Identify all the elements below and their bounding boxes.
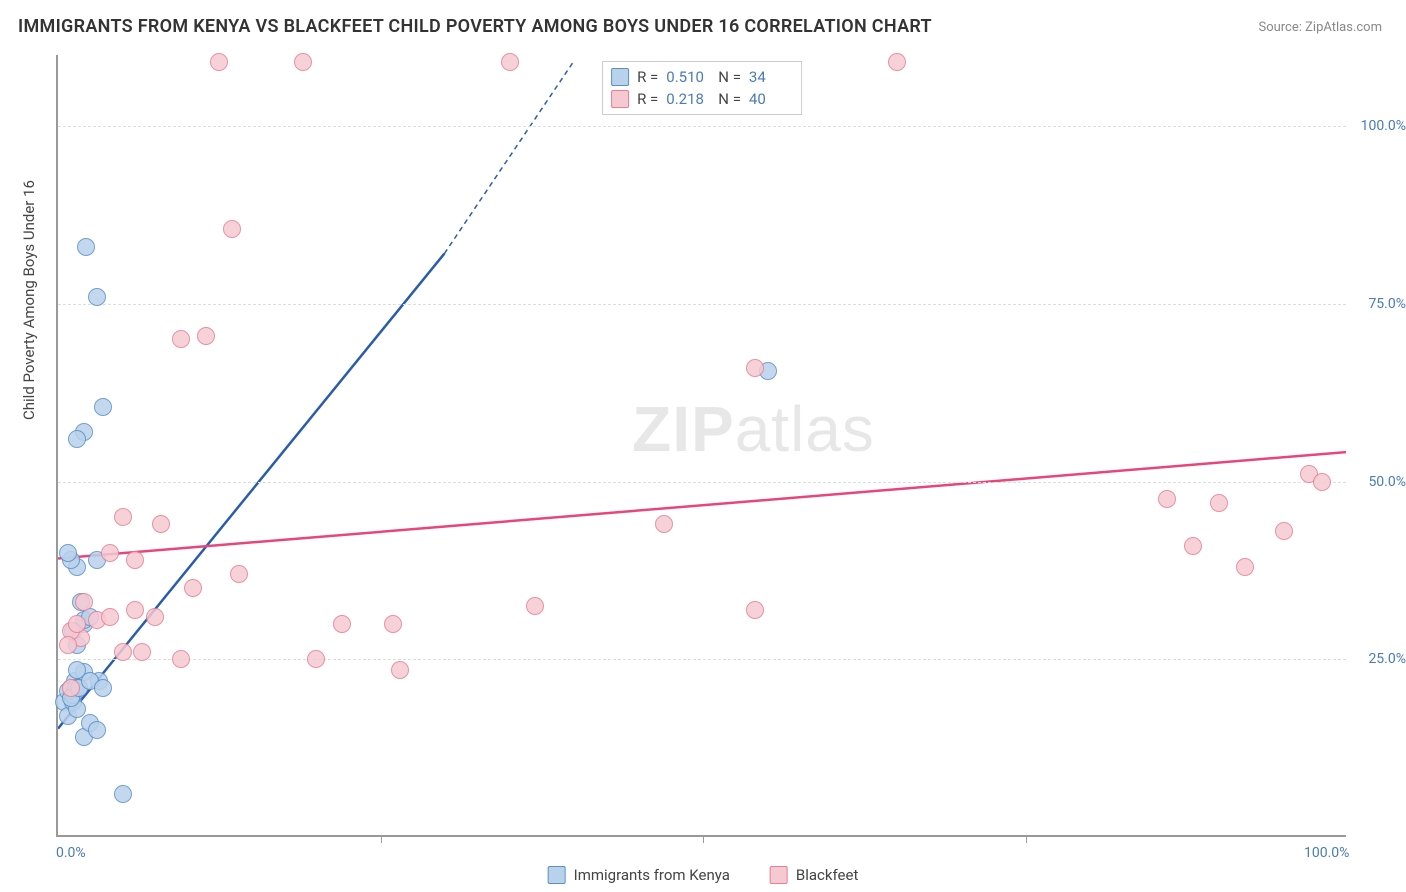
y-axis-title: Child Poverty Among Boys Under 16 [20,180,38,420]
legend-item: Immigrants from Kenya [548,866,730,884]
data-point [146,608,164,626]
data-point [1184,537,1202,555]
x-tick-mark [381,835,382,843]
data-point [114,785,132,803]
data-point [172,330,190,348]
data-point [68,615,86,633]
data-point [888,53,906,71]
data-point [1313,473,1331,491]
data-point [75,593,93,611]
legend-stat-row: R =0.510N =34 [611,66,793,88]
data-point [1158,490,1176,508]
data-point [655,515,673,533]
watermark: ZIPatlas [632,392,875,466]
y-tick-label: 75.0% [1354,296,1406,312]
data-point [101,608,119,626]
gridline [58,482,1346,483]
data-point [1210,494,1228,512]
source-label: Source: ZipAtlas.com [1258,20,1382,35]
bottom-legend: Immigrants from Kenya Blackfeet [548,866,859,884]
trend-lines [58,55,1346,835]
data-point [746,601,764,619]
data-point [210,53,228,71]
gridline [58,304,1346,305]
y-tick-label: 25.0% [1354,651,1406,667]
data-point [88,288,106,306]
data-point [77,238,95,256]
chart-title: IMMIGRANTS FROM KENYA VS BLACKFEET CHILD… [18,16,932,37]
legend-stat-row: R =0.218N =40 [611,88,793,110]
data-point [1275,522,1293,540]
data-point [230,565,248,583]
data-point [197,327,215,345]
gridline [58,659,1346,660]
y-tick-label: 50.0% [1354,474,1406,490]
data-point [391,661,409,679]
x-tick-label: 0.0% [56,845,86,861]
data-point [114,508,132,526]
x-tick-label: 100.0% [1304,845,1349,861]
legend-stats: R =0.510N =34R =0.218N =40 [602,61,802,115]
data-point [526,597,544,615]
data-point [1236,558,1254,576]
data-point [152,515,170,533]
data-point [384,615,402,633]
data-point [68,430,86,448]
data-point [307,650,325,668]
data-point [59,636,77,654]
data-point [333,615,351,633]
x-tick-mark [703,835,704,843]
plot-area: ZIPatlas R =0.510N =34R =0.218N =40 25.0… [56,55,1346,837]
data-point [59,544,77,562]
x-tick-mark [1026,835,1027,843]
data-point [126,551,144,569]
data-point [94,679,112,697]
data-point [133,643,151,661]
gridline [58,126,1346,127]
data-point [62,679,80,697]
data-point [126,601,144,619]
data-point [94,398,112,416]
data-point [223,220,241,238]
data-point [88,721,106,739]
data-point [101,544,119,562]
data-point [184,579,202,597]
y-tick-label: 100.0% [1354,118,1406,134]
data-point [501,53,519,71]
data-point [172,650,190,668]
data-point [746,359,764,377]
data-point [114,643,132,661]
legend-item: Blackfeet [770,866,858,884]
data-point [294,53,312,71]
